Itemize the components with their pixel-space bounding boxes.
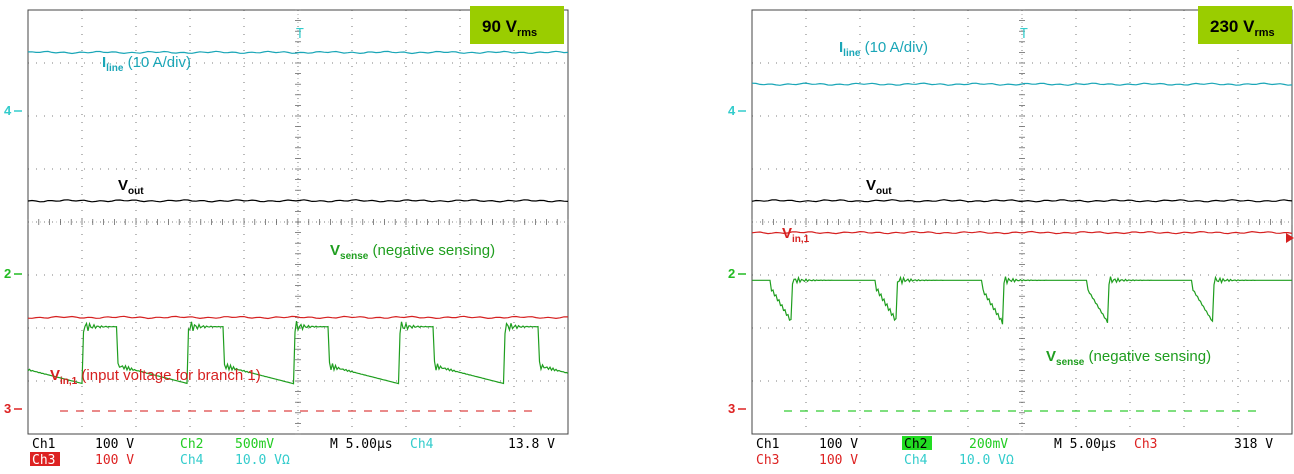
label-vin1: Vin,1 (input voltage for branch 1)	[50, 367, 261, 387]
trace-label-suffix: (negative sensing)	[1084, 348, 1211, 365]
readout-row2-item: Ch3	[756, 453, 779, 468]
trace-label-subscript: sense	[1056, 357, 1085, 368]
trace-out-waveform	[751, 199, 1293, 203]
readout-row1-item: Ch2	[180, 437, 203, 452]
voltage-badge-value: 230 V	[1210, 17, 1255, 36]
readout-row2-item: Ch3	[32, 453, 55, 468]
readout-highlight	[30, 452, 60, 466]
trace-sense-waveform	[27, 320, 569, 385]
trace-label-subscript: out	[128, 186, 144, 197]
readout-row1-item: 13.8 V	[508, 437, 555, 452]
trace-label-suffix: (10 A/div)	[860, 39, 928, 56]
readout-row1-item: 318 V	[1234, 437, 1273, 452]
trace-line-waveform	[27, 50, 569, 55]
readout-row1-item: Ch3	[1134, 437, 1157, 452]
readout-row1-item: Ch1	[756, 437, 779, 452]
trace-in1-waveform	[27, 315, 569, 320]
trace-line-waveform	[751, 82, 1293, 86]
trace-label-suffix: (input voltage for branch 1)	[77, 367, 260, 384]
trace-label-symbol: I	[102, 54, 106, 71]
channel-marker-3: 3	[728, 401, 735, 416]
channel-marker-3: 3	[4, 401, 11, 416]
voltage-badge-text: 90 Vrms	[482, 17, 537, 39]
label-iline: Iline (10 A/div)	[839, 39, 928, 59]
scope-panel-90v: Iline (10 A/div) Vout Vsense (negative sen…	[0, 0, 570, 474]
readout-row2-item: Ch4	[180, 453, 204, 468]
readout-row1-item: Ch1	[32, 437, 55, 452]
voltage-badge-text: 230 Vrms	[1210, 17, 1275, 39]
readout-row1-item: M 5.00µs	[330, 437, 393, 452]
trace-label-suffix: (10 A/div)	[123, 54, 191, 71]
voltage-badge-value: 90 V	[482, 17, 518, 36]
readout-row2-item: 10.0 VΩ	[959, 453, 1014, 468]
label-vsense: Vsense (negative sensing)	[1046, 348, 1211, 368]
voltage-badge-subscript: rms	[517, 27, 537, 39]
channel-marker-2: 2	[728, 266, 735, 281]
trace-label-subscript: sense	[340, 251, 369, 262]
trigger-marker: T	[296, 27, 304, 42]
trace-label-symbol: V	[118, 177, 128, 194]
channel-marker-4: 4	[728, 103, 736, 118]
readout-row1-item: 100 V	[95, 437, 134, 452]
trace-label-symbol: V	[866, 177, 876, 194]
trace-label-subscript: line	[843, 48, 861, 59]
ch3-level-arrow	[1286, 233, 1294, 243]
trace-in1-waveform	[751, 230, 1293, 235]
trace-label-subscript: line	[106, 63, 124, 74]
readout-row1-item: 500mV	[235, 437, 274, 452]
trace-out-waveform	[27, 199, 569, 203]
label-vout: Vout	[118, 177, 144, 197]
readout-row1-item: M 5.00µs	[1054, 437, 1117, 452]
readout-row2-item: 100 V	[95, 453, 134, 468]
trace-label-symbol: V	[782, 225, 792, 242]
trace-label-symbol: V	[50, 367, 60, 384]
trace-label-symbol: I	[839, 39, 843, 56]
label-vout: Vout	[866, 177, 892, 197]
readout-row2-item: Ch4	[904, 453, 928, 468]
readout-row1-item: Ch4	[410, 437, 434, 452]
channel-marker-4: 4	[4, 103, 12, 118]
readout-row2-item: 10.0 VΩ	[235, 453, 290, 468]
label-iline: Iline (10 A/div)	[102, 54, 191, 74]
voltage-badge	[470, 6, 564, 44]
trace-label-subscript: out	[876, 186, 892, 197]
voltage-badge-subscript: rms	[1254, 27, 1274, 39]
trace-label-symbol: V	[1046, 348, 1056, 365]
trace-label-subscript: in,1	[60, 376, 78, 387]
trace-label-symbol: V	[330, 242, 340, 259]
label-vsense: Vsense (negative sensing)	[330, 242, 495, 262]
label-vin1: Vin,1	[782, 225, 810, 245]
readout-row1-item: 100 V	[819, 437, 858, 452]
readout-row2-item: 100 V	[819, 453, 858, 468]
trigger-marker: T	[1020, 27, 1028, 42]
voltage-badge	[1198, 6, 1292, 44]
readout-row1-item: 200mV	[969, 437, 1008, 452]
scope-panel-230v: Iline (10 A/div) Vout Vin,1 Vsense (negativ…	[724, 0, 1294, 474]
channel-marker-2: 2	[4, 266, 11, 281]
trace-label-suffix: (negative sensing)	[368, 242, 495, 259]
readout-highlight	[902, 436, 932, 450]
readout-row1-item: Ch2	[904, 437, 927, 452]
trace-label-subscript: in,1	[792, 234, 810, 245]
trace-sense-waveform	[752, 275, 1292, 325]
